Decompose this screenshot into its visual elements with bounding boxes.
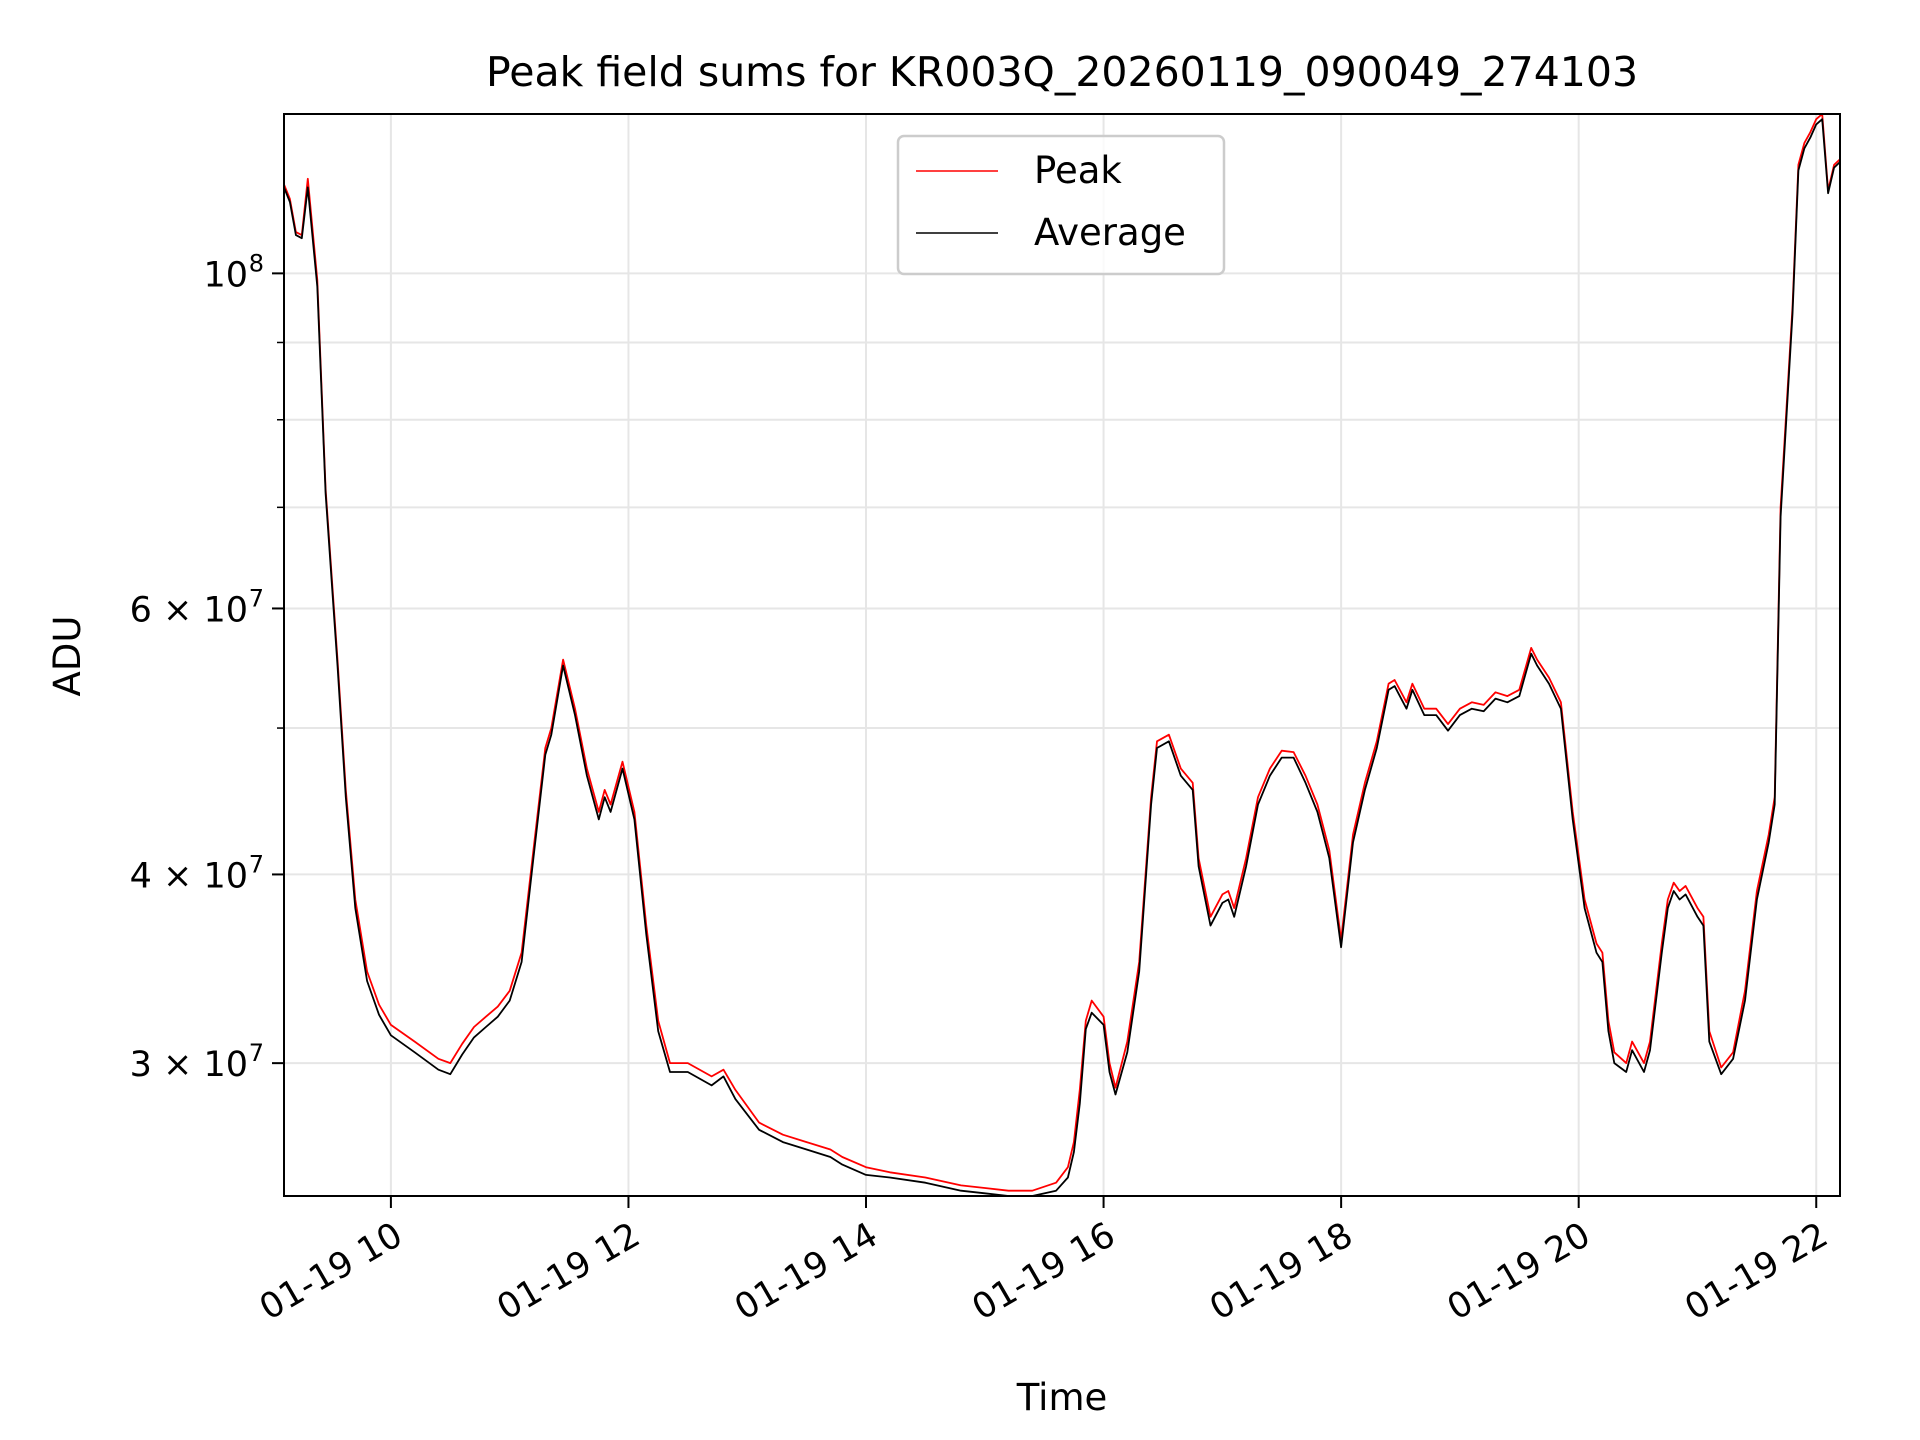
x-tick-label: 01-19 16 [966, 1215, 1122, 1328]
x-tick-label: 01-19 22 [1678, 1215, 1834, 1328]
chart-title: Peak field sums for KR003Q_20260119_0900… [486, 48, 1638, 96]
x-tick-label: 01-19 20 [1441, 1215, 1597, 1328]
y-tick-label-exponent: 7 [249, 1039, 264, 1067]
y-tick-label: 810 [203, 249, 264, 295]
grid-layer [284, 114, 1840, 1196]
y-tick-label: 74 × 10 [130, 850, 264, 896]
y-axis-label: ADU [46, 616, 89, 697]
y-tick-label-exponent: 7 [249, 850, 264, 878]
series-line-average [284, 118, 1840, 1196]
x-tick-label: 01-19 10 [253, 1215, 409, 1328]
y-tick-label-exponent: 7 [249, 584, 264, 612]
y-tick-label-base: 3 × 10 [130, 1045, 248, 1085]
legend-label-average: Average [1034, 211, 1186, 254]
plot-frame [283, 113, 1841, 1197]
legend-label-peak: Peak [1034, 149, 1122, 192]
y-tick-label-exponent: 8 [249, 249, 264, 277]
x-tick-label: 01-19 14 [728, 1215, 884, 1328]
x-axis-label: Time [1016, 1376, 1108, 1419]
x-tick-label: 01-19 18 [1203, 1215, 1359, 1328]
y-tick-label: 73 × 10 [130, 1039, 264, 1085]
legend: Peak Average [896, 134, 1226, 276]
series-line-peak [284, 114, 1840, 1192]
y-tick-label-base: 10 [203, 255, 248, 295]
series-layer [284, 114, 1840, 1196]
y-tick-label-base: 4 × 10 [130, 856, 248, 896]
y-tick-label-base: 6 × 10 [130, 590, 248, 630]
x-tick-label: 01-19 12 [491, 1215, 647, 1328]
y-tick-label: 76 × 10 [130, 584, 264, 630]
